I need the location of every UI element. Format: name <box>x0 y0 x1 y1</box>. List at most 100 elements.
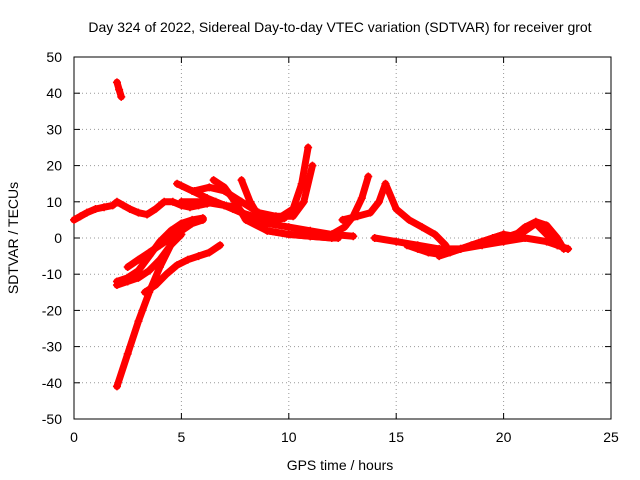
data-point <box>284 223 293 232</box>
x-tick-label: 20 <box>496 429 512 445</box>
data-point <box>125 205 134 214</box>
series-18 <box>435 230 508 261</box>
data-point <box>297 179 306 188</box>
series-2 <box>112 78 126 101</box>
data-point <box>220 201 229 210</box>
data-point <box>241 215 250 224</box>
y-tick-label: -20 <box>42 302 62 318</box>
data-point <box>430 230 439 239</box>
x-tick-label: 0 <box>70 429 78 445</box>
data-point <box>112 281 121 290</box>
data-point <box>198 197 207 206</box>
data-point <box>190 186 199 195</box>
data-point <box>155 241 164 250</box>
data-point <box>289 212 298 221</box>
data-point <box>117 92 126 101</box>
y-tick-label: 50 <box>46 49 62 65</box>
tick-labels: 0 5 10 15 20 25 -50 -40 -30 -20 -10 0 10 20 30 40 50 <box>42 49 619 445</box>
data-point <box>177 197 186 206</box>
y-tick-label: -40 <box>42 375 62 391</box>
data-point <box>284 230 293 239</box>
data-point <box>353 212 362 221</box>
data-point <box>112 382 121 391</box>
data-point <box>151 205 160 214</box>
data-point <box>306 226 315 235</box>
y-tick-label: 30 <box>46 121 62 137</box>
data-point <box>91 205 100 214</box>
data-point <box>112 197 121 206</box>
y-axis-label: SDTVAR / TECUs <box>5 182 21 294</box>
y-tick-label: -10 <box>42 266 62 282</box>
y-tick-label: 0 <box>54 230 62 246</box>
data-point <box>308 161 317 170</box>
data-point <box>478 237 487 246</box>
data-point <box>531 217 540 226</box>
data-point <box>424 248 433 257</box>
data-point <box>205 183 214 192</box>
data-point <box>381 179 390 188</box>
data-point <box>173 179 182 188</box>
data-point <box>405 215 414 224</box>
data-point <box>435 252 444 261</box>
data-point <box>173 261 182 270</box>
data-point <box>327 230 336 239</box>
data-point <box>216 241 225 250</box>
data-point <box>231 197 240 206</box>
series-13 <box>327 172 373 239</box>
data-point <box>134 208 143 217</box>
data-point <box>542 230 551 239</box>
x-tick-label: 15 <box>388 429 404 445</box>
data-point <box>166 234 175 242</box>
data-point <box>76 212 85 221</box>
data-point <box>123 349 132 358</box>
y-tick-label: 20 <box>46 158 62 174</box>
data-point <box>183 255 192 264</box>
data-point <box>392 237 401 246</box>
data-point <box>134 273 143 282</box>
series-line <box>328 173 372 238</box>
series-line <box>124 227 185 271</box>
series-7 <box>140 241 225 297</box>
data-point <box>553 234 562 242</box>
data-point <box>160 197 169 206</box>
x-tick-label: 25 <box>603 429 619 445</box>
data-point <box>82 208 91 217</box>
data-point <box>177 219 186 228</box>
data-point <box>198 214 207 223</box>
data-point <box>392 205 401 214</box>
data-point <box>145 266 154 275</box>
data-point <box>209 176 218 185</box>
data-point <box>510 232 519 241</box>
series-11 <box>209 176 343 242</box>
data-point <box>151 281 160 290</box>
data-point <box>123 277 132 286</box>
data-point <box>521 234 530 242</box>
x-tick-label: 5 <box>178 429 186 445</box>
y-tick-label: 40 <box>46 85 62 101</box>
data-point <box>168 197 177 206</box>
data-point <box>263 219 272 228</box>
y-tick-label: -30 <box>42 339 62 355</box>
y-tick-label: -50 <box>42 411 62 427</box>
data-point <box>340 223 349 232</box>
data-point <box>194 252 203 261</box>
data-point <box>166 241 175 250</box>
data-point <box>166 226 175 235</box>
data-point <box>112 78 121 87</box>
data-point <box>177 226 186 235</box>
data-point <box>375 197 384 206</box>
data-point <box>100 203 109 212</box>
data-point <box>134 317 143 326</box>
data-point <box>559 244 568 253</box>
data-point <box>254 212 263 221</box>
data-point <box>162 270 171 279</box>
data-point <box>349 232 358 241</box>
data-point <box>205 248 214 257</box>
data-point <box>108 201 117 210</box>
data-point <box>145 248 154 257</box>
data-point <box>467 241 476 250</box>
data-point <box>143 210 152 219</box>
data-point <box>220 183 229 192</box>
data-point <box>237 176 246 185</box>
